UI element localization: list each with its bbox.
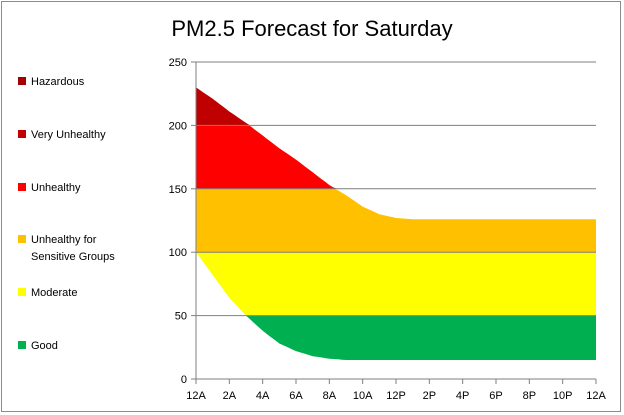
legend-label-very-unhealthy: Very Unhealthy — [31, 129, 106, 141]
x-tick-label-3: 6A — [289, 390, 303, 402]
x-tick-label-0: 12A — [186, 390, 206, 402]
legend-label-unhealthy: Unhealthy — [31, 182, 81, 194]
legend-swatch-good — [18, 341, 26, 349]
band-good — [196, 252, 596, 360]
x-tick-label-9: 6P — [489, 390, 502, 402]
legend-label-moderate: Moderate — [31, 287, 78, 299]
y-tick-label-0: 0 — [181, 374, 187, 386]
y-tick-label-150: 150 — [169, 184, 187, 196]
band-unhealthy-for-sensitive-groups — [196, 188, 596, 253]
legend-label-hazardous: Hazardous — [31, 76, 85, 88]
y-tick-label-200: 200 — [169, 120, 187, 132]
legend-label-unhealthy-sensitive: Unhealthy for Sensitive Groups — [31, 234, 115, 263]
legend-swatch-very-unhealthy — [18, 130, 26, 138]
x-tick-label-2: 4A — [256, 390, 270, 402]
x-tick-label-11: 10P — [553, 390, 573, 402]
x-tick-label-8: 4P — [456, 390, 469, 402]
band-unhealthy — [196, 125, 596, 189]
x-tick-label-4: 8A — [323, 390, 337, 402]
chart-title: PM2.5 Forecast for Saturday — [171, 16, 453, 41]
band-very-unhealthy — [196, 87, 596, 126]
x-tick-label-10: 8P — [523, 390, 536, 402]
legend-swatch-unhealthy-sensitive — [18, 235, 26, 243]
band-moderate — [196, 252, 596, 316]
x-tick-label-1: 2A — [223, 390, 237, 402]
x-tick-label-6: 12P — [386, 390, 406, 402]
y-tick-label-250: 250 — [169, 57, 187, 69]
legend-swatch-moderate — [18, 288, 26, 296]
legend-swatch-unhealthy — [18, 183, 26, 191]
legend-label-good: Good — [31, 340, 58, 352]
legend-swatch-hazardous — [18, 77, 26, 85]
x-tick-label-5: 10A — [353, 390, 373, 402]
x-tick-label-12: 12A — [586, 390, 606, 402]
x-tick-label-7: 2P — [423, 390, 436, 402]
y-tick-label-100: 100 — [169, 247, 187, 259]
y-tick-label-50: 50 — [175, 311, 187, 323]
